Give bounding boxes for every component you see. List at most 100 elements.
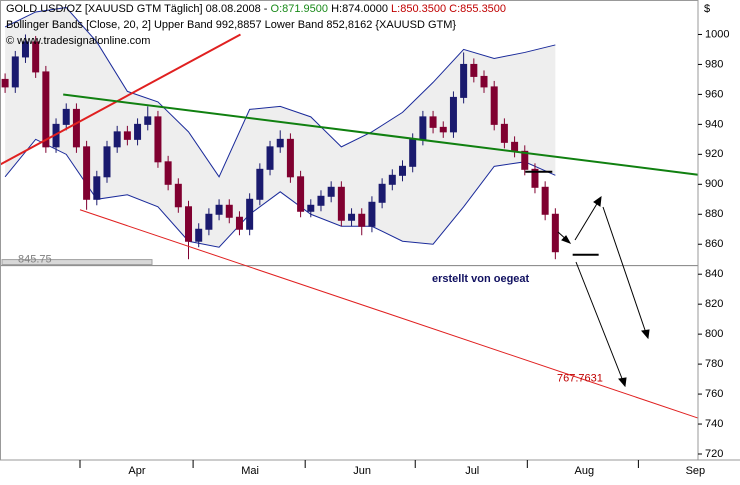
y-tick-label: 960 bbox=[705, 88, 723, 100]
arrow bbox=[574, 201, 599, 241]
candle-body bbox=[144, 116, 152, 125]
candle-body bbox=[62, 108, 70, 125]
band-fill bbox=[5, 7, 556, 248]
x-tick-label: Jun bbox=[353, 465, 371, 477]
candle-body bbox=[419, 116, 427, 140]
candle-body bbox=[246, 198, 254, 230]
candle-body bbox=[21, 41, 29, 58]
candle-body bbox=[521, 150, 529, 170]
candle-body bbox=[235, 216, 243, 230]
candle-body bbox=[531, 168, 539, 188]
x-tick-label: Sep bbox=[686, 465, 706, 477]
close-value: C:855.3500 bbox=[449, 3, 506, 15]
x-tick-label: Jul bbox=[465, 465, 479, 477]
arrow-head bbox=[593, 195, 602, 207]
x-tick-label: Aug bbox=[575, 465, 595, 477]
candle-body bbox=[541, 186, 549, 215]
y-tick-label: 920 bbox=[705, 148, 723, 160]
arrow-head bbox=[618, 377, 627, 388]
candle-body bbox=[174, 183, 182, 208]
open-value: O:871.9500 bbox=[271, 3, 329, 15]
y-tick-label: 740 bbox=[705, 418, 723, 430]
header-line: GOLD USD/OZ [XAUUSD GTM Täglich] 08.08.2… bbox=[6, 3, 506, 15]
candle-body bbox=[195, 228, 203, 242]
candle-body bbox=[490, 86, 498, 125]
y-tick-label: 820 bbox=[705, 298, 723, 310]
arrow-head bbox=[561, 235, 572, 244]
candle-body bbox=[164, 161, 172, 185]
candle-body bbox=[154, 116, 162, 163]
candle-body bbox=[134, 123, 142, 140]
candle-body bbox=[470, 63, 478, 77]
candle-body bbox=[11, 56, 19, 88]
annotation: erstellt von oegeat bbox=[432, 273, 530, 285]
candle-body bbox=[83, 146, 91, 200]
candle-body bbox=[439, 126, 447, 133]
candle-body bbox=[276, 138, 284, 148]
candle-body bbox=[93, 176, 101, 200]
trend-line bbox=[0, 33, 241, 166]
candle-body bbox=[358, 213, 366, 227]
candle-body bbox=[215, 204, 223, 215]
candle-body bbox=[368, 201, 376, 227]
candle-body bbox=[113, 131, 121, 148]
candle-body bbox=[388, 174, 396, 185]
x-tick-label: Mai bbox=[241, 465, 259, 477]
y-tick-label: 800 bbox=[705, 328, 723, 340]
trend-line bbox=[63, 93, 699, 176]
y-tick-label: 860 bbox=[705, 238, 723, 250]
source-label: © www.tradesignalonline.com bbox=[6, 35, 150, 47]
currency-label: $ bbox=[704, 3, 710, 15]
candle-body bbox=[378, 183, 386, 203]
y-tick-label: 900 bbox=[705, 178, 723, 190]
y-tick-label: 720 bbox=[705, 448, 723, 460]
candle-body bbox=[185, 206, 193, 242]
candle-body bbox=[123, 131, 131, 140]
x-tick-label: Apr bbox=[128, 465, 145, 477]
candle-body bbox=[286, 138, 294, 178]
candle-body bbox=[337, 186, 345, 221]
candle-body bbox=[449, 96, 457, 133]
candle-body bbox=[266, 146, 274, 170]
y-tick-label: 980 bbox=[705, 58, 723, 70]
candle-body bbox=[42, 71, 50, 148]
candle-body bbox=[460, 63, 468, 98]
candle-body bbox=[103, 146, 111, 178]
plot-area bbox=[0, 6, 699, 419]
trend-line bbox=[79, 209, 699, 419]
arrow bbox=[575, 261, 624, 382]
candle-body bbox=[205, 213, 213, 230]
candle-body bbox=[297, 176, 305, 212]
candle-body bbox=[32, 41, 40, 73]
candle-body bbox=[327, 186, 335, 197]
candle-body bbox=[409, 138, 417, 167]
y-tick-label: 940 bbox=[705, 118, 723, 130]
candle-body bbox=[317, 195, 325, 206]
low-value: L:850.3500 bbox=[391, 3, 446, 15]
title: GOLD USD/OZ [XAUUSD GTM Täglich] 08.08.2… bbox=[6, 3, 268, 15]
support-label: 845.75 bbox=[18, 253, 52, 265]
candle-body bbox=[256, 168, 264, 200]
candle-body bbox=[348, 213, 356, 221]
candle-body bbox=[429, 116, 437, 128]
candle-body bbox=[398, 165, 406, 176]
bollinger-upper bbox=[4, 6, 556, 178]
y-tick-label: 780 bbox=[705, 358, 723, 370]
candle-body bbox=[551, 213, 559, 253]
high-value: H:874.0000 bbox=[331, 3, 388, 15]
target-label: 767.7631 bbox=[557, 372, 603, 384]
candle-body bbox=[480, 75, 488, 88]
arrows bbox=[557, 195, 650, 388]
candle-body bbox=[72, 108, 80, 148]
support-label-bg bbox=[1, 259, 153, 266]
candle-body bbox=[500, 123, 508, 143]
y-tick-label: 880 bbox=[705, 208, 723, 220]
y-tick-label: 1000 bbox=[705, 28, 729, 40]
candle-body bbox=[225, 204, 233, 218]
y-tick-label: 840 bbox=[705, 268, 723, 280]
candle-body bbox=[511, 141, 519, 152]
y-tick-label: 760 bbox=[705, 388, 723, 400]
